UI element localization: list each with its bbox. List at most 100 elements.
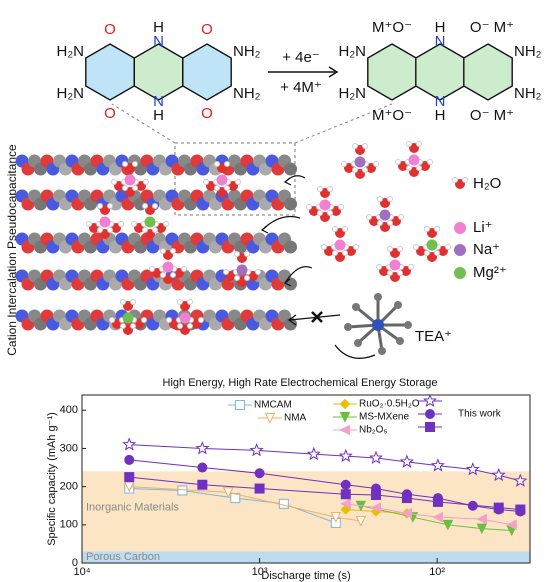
- water: [416, 141, 422, 147]
- water: [306, 204, 312, 210]
- atom-label: O: [201, 21, 213, 38]
- water: [327, 186, 333, 192]
- ion: [162, 261, 174, 273]
- marker: [278, 498, 289, 509]
- water: [122, 185, 128, 191]
- atom-label: H: [153, 107, 164, 124]
- marker: [425, 409, 435, 419]
- atom-label: H₂N: [57, 85, 85, 102]
- water: [214, 161, 220, 167]
- legend-label: NMCAM: [254, 400, 292, 411]
- ring: [133, 43, 184, 101]
- water: [214, 185, 220, 191]
- ion: [334, 239, 346, 251]
- water: [317, 210, 323, 216]
- atom: [344, 323, 352, 331]
- water: [109, 317, 115, 323]
- water: [187, 299, 193, 305]
- cross: [311, 311, 323, 323]
- band-label: Inorganic Materials: [86, 501, 179, 513]
- series-line: [129, 459, 521, 512]
- x-tick-label: 10²: [429, 566, 445, 578]
- water: [177, 323, 183, 329]
- marker: [340, 479, 351, 490]
- water: [234, 251, 240, 257]
- water: [362, 143, 368, 149]
- arrow: [261, 215, 301, 231]
- water: [434, 226, 440, 232]
- marker: [476, 513, 487, 525]
- water: [111, 179, 117, 185]
- y-tick-label: 100: [60, 519, 78, 531]
- atom-label: H: [435, 19, 446, 36]
- ion-label: H₂O: [473, 175, 501, 192]
- marker: [423, 393, 437, 408]
- marker: [235, 400, 245, 410]
- marker: [123, 481, 135, 493]
- ion: [124, 174, 136, 186]
- marker: [124, 454, 135, 465]
- atom-label: M⁺O⁻: [372, 107, 412, 124]
- water: [244, 251, 250, 257]
- water: [342, 226, 348, 232]
- water: [387, 196, 393, 202]
- band: [82, 551, 530, 563]
- y-tick-label: 200: [60, 481, 78, 493]
- ion: [99, 216, 111, 228]
- water: [427, 159, 433, 165]
- atom-label: O⁻ M⁺: [470, 107, 514, 124]
- y-tick-label: 0: [72, 557, 78, 569]
- atom: [284, 240, 297, 254]
- marker: [254, 468, 265, 479]
- marker: [339, 424, 350, 436]
- atom: [378, 347, 386, 355]
- atom-label: NH₂: [514, 43, 542, 60]
- zoom-box: [174, 142, 296, 216]
- water: [398, 214, 404, 220]
- water: [424, 250, 430, 256]
- water: [373, 161, 379, 167]
- atom-label: O⁻ M⁺: [470, 19, 514, 36]
- water: [332, 250, 338, 256]
- marker: [330, 512, 342, 523]
- atom: [404, 321, 412, 329]
- water: [224, 185, 230, 191]
- y-tick-label: 300: [60, 442, 78, 454]
- water: [177, 299, 183, 305]
- marker: [264, 413, 276, 424]
- arrow-head: [283, 177, 292, 186]
- arrow-head: [287, 314, 297, 326]
- ion: [236, 264, 248, 276]
- marker: [401, 493, 412, 504]
- water: [170, 272, 176, 278]
- ring: [367, 43, 417, 101]
- marker: [339, 398, 351, 410]
- atom-label: H: [435, 107, 446, 124]
- atom-label: H: [153, 19, 164, 36]
- ion: [179, 312, 191, 324]
- water: [120, 299, 126, 305]
- x-tick-label: 10⁴: [74, 566, 91, 578]
- atom: [354, 339, 362, 347]
- marker: [515, 504, 526, 515]
- water: [255, 269, 261, 275]
- ion: [216, 174, 228, 186]
- water: [130, 299, 136, 305]
- water: [413, 244, 419, 250]
- water: [408, 264, 414, 270]
- atom-label: N: [153, 33, 164, 50]
- water: [131, 221, 137, 227]
- reaction-arrow-head: [328, 66, 339, 78]
- zoom-line: [111, 103, 176, 144]
- water: [120, 323, 126, 329]
- tea-label: TEA⁺: [415, 328, 452, 345]
- reaction-bottom: + 4M⁺: [280, 79, 322, 96]
- water: [170, 248, 176, 254]
- water: [198, 317, 204, 323]
- y-axis-label: Specific capacity (mAh g⁻¹): [46, 412, 58, 546]
- legend-label: Nb₂O₅: [359, 425, 387, 436]
- water: [362, 167, 368, 173]
- marker: [432, 496, 443, 507]
- marker: [513, 473, 528, 487]
